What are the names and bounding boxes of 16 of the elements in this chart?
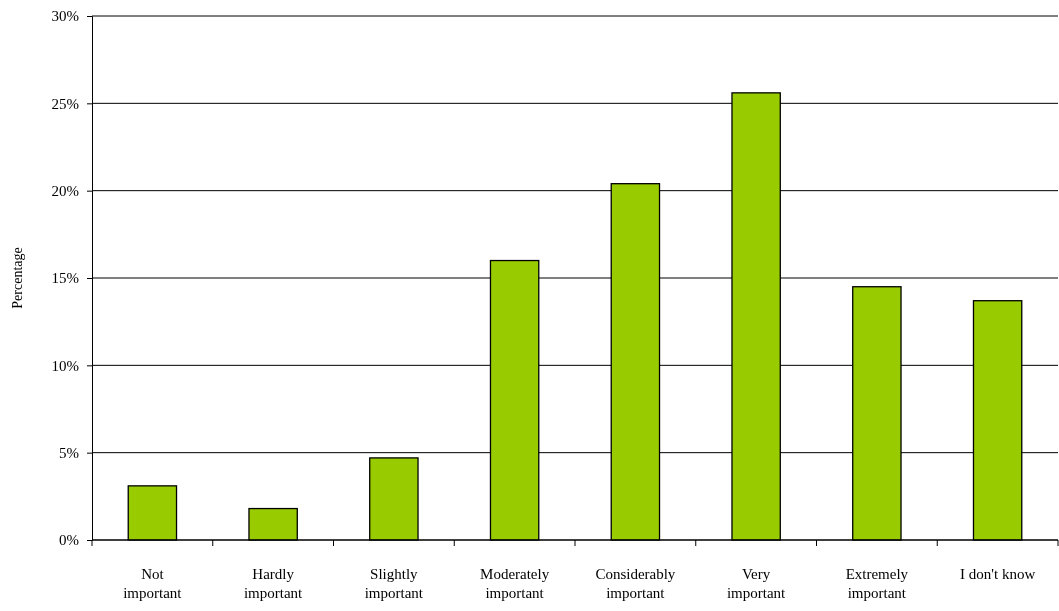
x-tick-label: Moderately important [480,566,550,601]
y-tick-label: 25% [51,95,79,112]
y-tick-label: 0% [59,532,79,549]
x-tick-label: Considerably important [595,566,676,601]
x-tick-label: Slightly important [364,566,424,601]
y-tick-label: 30% [51,8,79,25]
y-tick-label: 15% [51,270,79,287]
x-tick-label: Hardly important [243,566,304,601]
y-tick-label: 5% [59,444,79,461]
y-tick-label: 20% [51,182,79,199]
x-tick-label: Extremely important [845,566,909,601]
y-axis-title: Percentage [10,247,25,309]
x-tick-label: Not important [123,566,183,601]
x-tick-label: Very important [726,566,787,601]
y-tick-label: 10% [51,357,79,374]
x-tick-label: I don't know [960,566,1036,582]
